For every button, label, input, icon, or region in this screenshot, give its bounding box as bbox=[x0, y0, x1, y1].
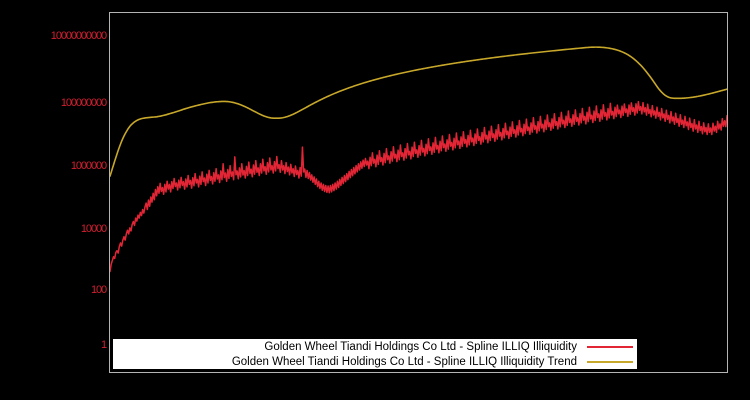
y-axis-tick-labels: 10000000000 100000000 1000000 10000 100 … bbox=[0, 0, 107, 400]
y-tick-1: 1 bbox=[100, 339, 107, 351]
legend-swatch-illiquidity-trend bbox=[587, 360, 633, 363]
legend-entry-illiquidity: Golden Wheel Tiandi Holdings Co Ltd - Sp… bbox=[113, 339, 637, 354]
legend-label-illiquidity-trend: Golden Wheel Tiandi Holdings Co Ltd - Sp… bbox=[231, 355, 577, 368]
y-tick-10000000000: 10000000000 bbox=[50, 30, 107, 42]
y-tick-100: 100 bbox=[90, 284, 107, 296]
chart-legend: Golden Wheel Tiandi Holdings Co Ltd - Sp… bbox=[113, 339, 637, 369]
y-tick-1000000: 1000000 bbox=[70, 160, 107, 172]
legend-label-illiquidity: Golden Wheel Tiandi Holdings Co Ltd - Sp… bbox=[264, 340, 577, 353]
legend-swatch-illiquidity bbox=[587, 345, 633, 348]
legend-entry-illiquidity-trend: Golden Wheel Tiandi Holdings Co Ltd - Sp… bbox=[113, 354, 637, 369]
series-line-illiquidity-trend bbox=[110, 47, 727, 176]
series-line-illiquidity bbox=[110, 102, 727, 272]
y-tick-100000000: 100000000 bbox=[60, 97, 107, 109]
plot-area bbox=[109, 12, 728, 373]
plot-svg bbox=[110, 13, 727, 372]
y-tick-10000: 10000 bbox=[80, 223, 107, 235]
